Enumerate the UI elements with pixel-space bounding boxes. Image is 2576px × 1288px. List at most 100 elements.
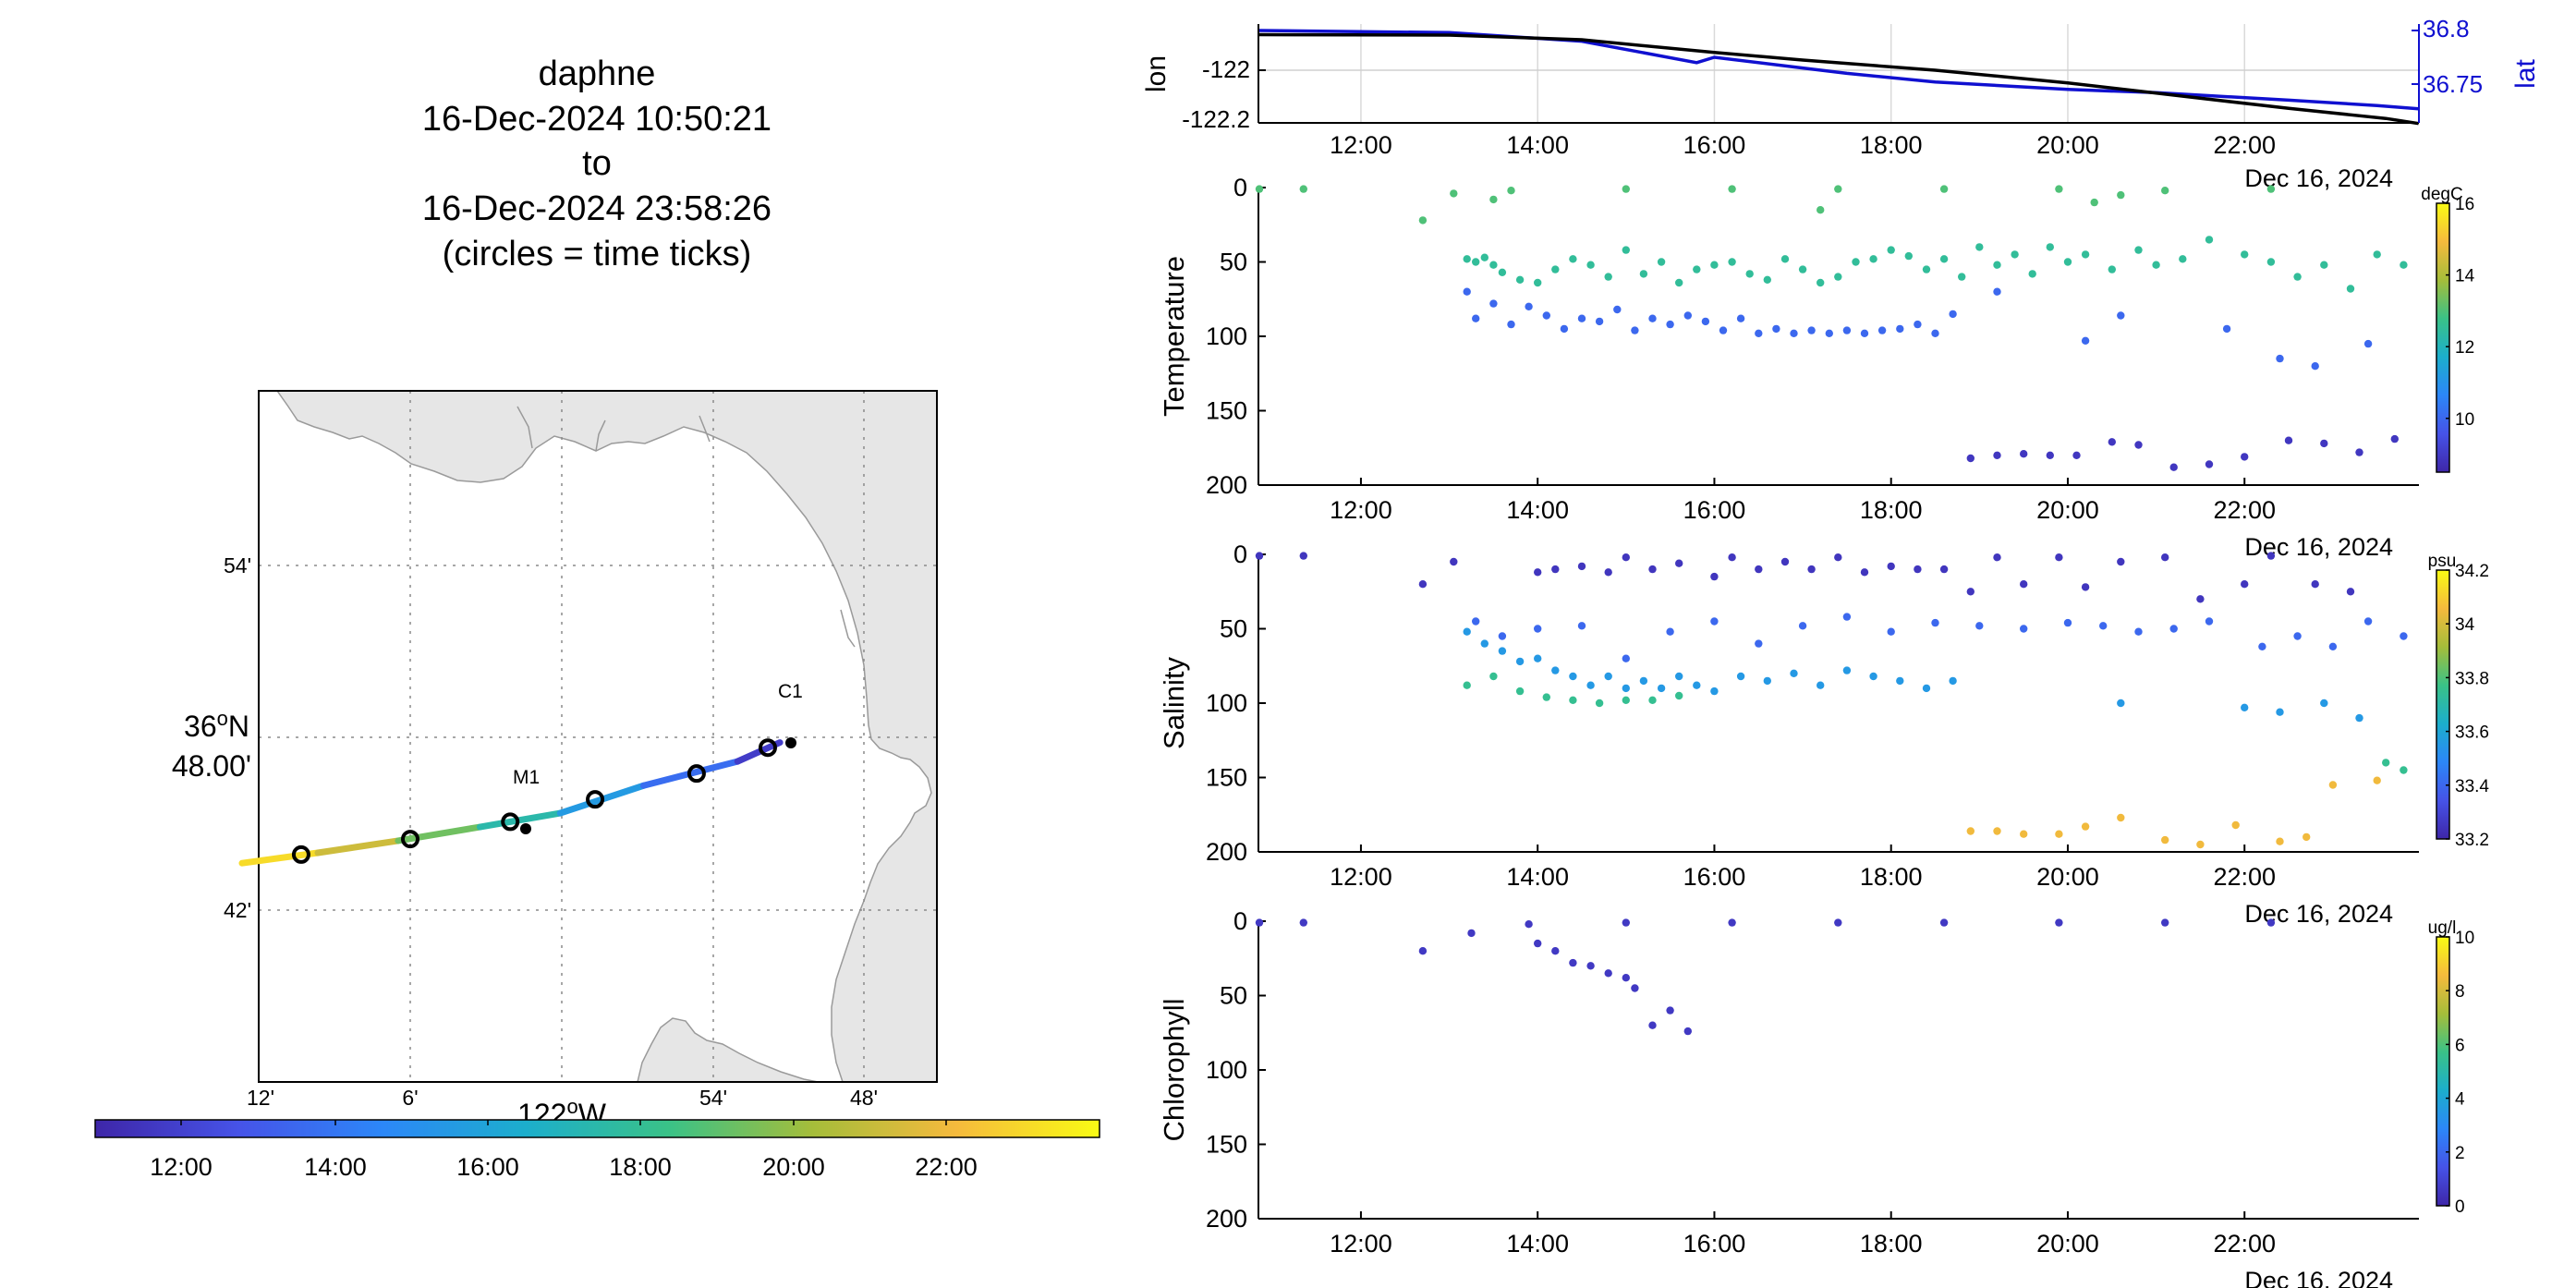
- title-to: to: [582, 144, 612, 183]
- temperature-point: [2266, 185, 2276, 193]
- chlorophyll-ytick-label: 50: [1220, 982, 1247, 1010]
- pos-ylabel-right: lat: [2510, 58, 2541, 88]
- salinity-point: [1710, 617, 1719, 626]
- temperature-point: [1807, 326, 1816, 334]
- chlorophyll-point: [1551, 947, 1560, 955]
- temperature-colorbar-label: 14: [2455, 267, 2475, 286]
- temperature-point: [1701, 317, 1710, 326]
- map-lat-label-min: 48.00': [172, 749, 251, 783]
- temperature-point: [1993, 451, 2001, 459]
- temperature-point: [1255, 185, 1264, 193]
- salinity-point: [1498, 647, 1507, 655]
- temperature-point: [2293, 273, 2302, 281]
- time-colorbar-bar: [94, 1119, 1100, 1138]
- title-start-time: 16-Dec-2024 10:50:21: [422, 100, 772, 139]
- chlorophyll-point: [1586, 962, 1595, 970]
- temperature-point: [2373, 250, 2381, 259]
- salinity-point: [1515, 657, 1525, 666]
- temperature-point: [1834, 273, 1842, 281]
- salinity-date-label: Dec 16, 2024: [2244, 900, 2393, 928]
- temperature-point: [2046, 243, 2054, 251]
- salinity-point: [2196, 840, 2205, 849]
- temperature-point: [1719, 326, 1728, 334]
- track-segment: [395, 823, 483, 844]
- temperature-point: [1763, 275, 1772, 284]
- temperature-point: [2363, 339, 2373, 348]
- salinity-point: [1780, 557, 1790, 566]
- temperature-point: [1639, 270, 1648, 278]
- temperature-point: [1869, 255, 1877, 263]
- temperature-point: [1860, 329, 1869, 337]
- salinity-point: [2328, 642, 2338, 650]
- salinity-point: [1736, 672, 1745, 681]
- temperature-point: [1852, 258, 1860, 266]
- temperature-point: [1922, 265, 1931, 273]
- temperature-point: [2284, 436, 2293, 444]
- salinity-point: [1463, 681, 1471, 689]
- temperature-xtick-label: 22:00: [2213, 496, 2276, 524]
- salinity-point: [2063, 618, 2072, 627]
- temperature-point: [1966, 454, 1975, 463]
- temperature-point: [1993, 261, 2001, 269]
- track-segment: [734, 739, 784, 765]
- temperature-point: [2311, 362, 2319, 371]
- salinity-point: [1622, 654, 1631, 662]
- salinity-point: [2276, 837, 2284, 845]
- salinity-point: [1666, 627, 1674, 636]
- salinity-point: [1569, 672, 1577, 681]
- pos-date-label: Dec 16, 2024: [2244, 164, 2393, 192]
- salinity-point: [1639, 676, 1648, 686]
- temperature-point: [1613, 305, 1622, 314]
- temperature-point: [2346, 285, 2355, 293]
- temperature-point: [2390, 434, 2399, 444]
- temperature-ytick-label: 150: [1206, 397, 1247, 425]
- salinity-point: [2346, 588, 2355, 596]
- track-segment: [476, 809, 564, 831]
- salinity-ytick-label: 0: [1233, 541, 1247, 568]
- salinity-point: [1657, 684, 1666, 693]
- temperature-xtick-label: 18:00: [1860, 496, 1923, 524]
- salinity-point: [2241, 703, 2249, 711]
- temperature-point: [2152, 261, 2160, 269]
- time-colorbar-label: 16:00: [456, 1153, 519, 1181]
- temperature-point: [1728, 258, 1736, 266]
- salinity-point: [1450, 557, 1458, 566]
- temperature-point: [2117, 311, 2125, 320]
- temperature-point: [2266, 258, 2276, 266]
- time-colorbar-label: 20:00: [762, 1153, 825, 1181]
- pos-xtick-label: 14:00: [1506, 131, 1569, 159]
- salinity-ylabel: Salinity: [1158, 657, 1190, 749]
- chlorophyll-ylabel: Chlorophyll: [1158, 998, 1190, 1141]
- salinity-ytick-label: 150: [1206, 764, 1247, 792]
- map-frame: [258, 390, 938, 1083]
- temperature-point: [2081, 250, 2090, 259]
- map-lat-label: 36oN 48.00': [172, 707, 251, 783]
- salinity-point: [1534, 568, 1542, 577]
- salinity-point: [1586, 681, 1595, 689]
- chlorophyll-point: [1569, 958, 1577, 967]
- temperature-point: [1299, 185, 1308, 193]
- salinity-point: [1569, 696, 1577, 704]
- temperature-point: [2205, 460, 2214, 468]
- temperature-colorbar-label: 10: [2455, 410, 2474, 430]
- salinity-xtick-label: 18:00: [1860, 863, 1923, 891]
- salinity-point: [2276, 708, 2284, 716]
- chlorophyll-point: [1648, 1021, 1657, 1029]
- temperature-point: [1772, 324, 1780, 334]
- salinity-ytick-label: 100: [1206, 689, 1247, 717]
- salinity-colorbar-units: psu: [2428, 552, 2457, 571]
- chlorophyll-xtick-label: 18:00: [1860, 1230, 1923, 1258]
- salinity-point: [2303, 832, 2311, 842]
- map-axis-labels: 54' 42' 12' 6' 54' 48': [224, 553, 878, 1110]
- temperature-point: [1693, 265, 1701, 273]
- salinity-point: [1675, 672, 1683, 681]
- salinity-ytick-label: 200: [1206, 838, 1247, 866]
- salinity-point: [2161, 553, 2169, 562]
- salinity-point: [1648, 565, 1657, 574]
- temperature-point: [1896, 324, 1904, 334]
- map-lat-label-deg: 36oN: [184, 707, 249, 743]
- chlorophyll-point: [1939, 918, 1949, 927]
- salinity-point: [2020, 625, 2028, 633]
- temperature-point: [1931, 329, 1939, 337]
